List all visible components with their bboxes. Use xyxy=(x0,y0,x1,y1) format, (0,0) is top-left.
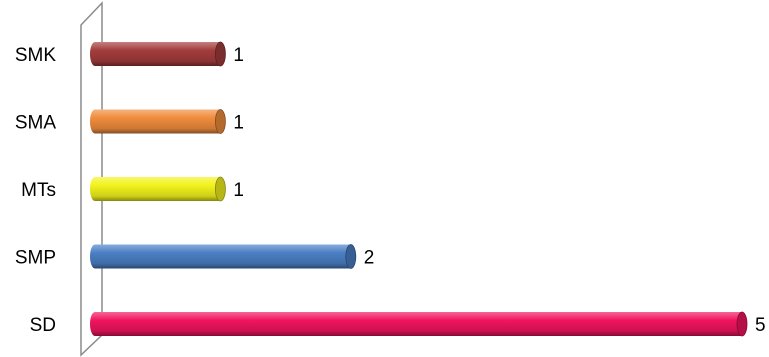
bar-sd xyxy=(90,312,747,336)
value-label-sd: 5 xyxy=(755,315,766,336)
category-label-sd: SD xyxy=(30,315,56,336)
bar-cap-sma xyxy=(214,109,226,134)
value-label-smk: 1 xyxy=(233,45,244,66)
category-label-smk: SMK xyxy=(15,45,57,66)
bar-mts xyxy=(90,177,226,201)
category-label-mts: MTs xyxy=(21,180,56,201)
value-labels: 1 1 1 2 5 xyxy=(233,45,765,336)
bar-smp xyxy=(90,244,356,269)
value-label-smp: 2 xyxy=(364,248,375,269)
category-labels: SMK SMA MTs SMP SD xyxy=(15,45,57,336)
bars-group xyxy=(90,41,748,337)
bar-cap-smk xyxy=(214,41,226,67)
category-label-sma: SMA xyxy=(15,113,57,134)
value-label-sma: 1 xyxy=(233,113,244,134)
bar-smk xyxy=(90,42,226,66)
value-label-mts: 1 xyxy=(233,180,244,201)
category-label-smp: SMP xyxy=(15,248,56,269)
bar-sma xyxy=(90,109,226,134)
bar-cap-smp xyxy=(345,244,357,269)
bar-cap-sd xyxy=(736,311,748,337)
bar-cap-mts xyxy=(214,176,226,202)
